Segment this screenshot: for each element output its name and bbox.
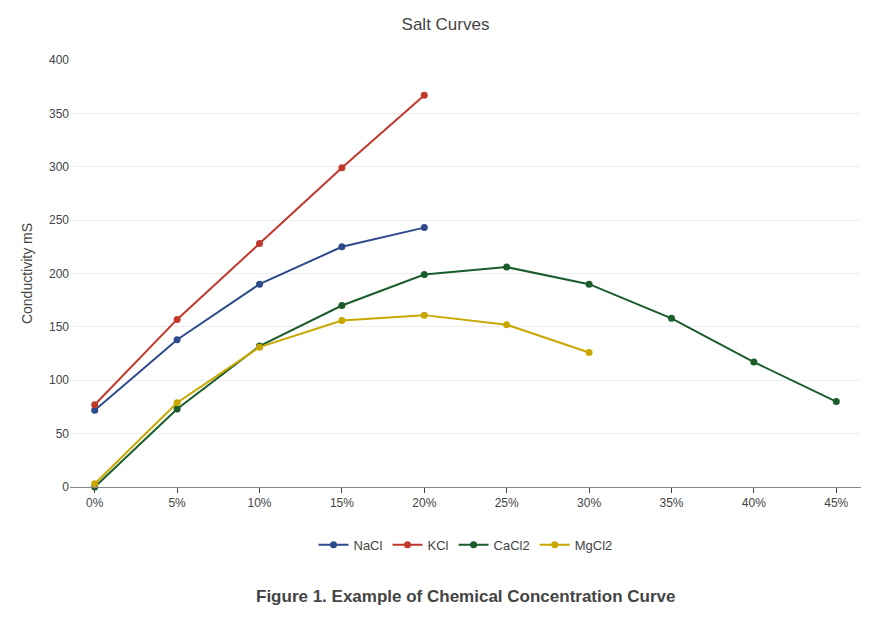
svg-text:10%: 10% bbox=[247, 496, 271, 510]
svg-text:20%: 20% bbox=[412, 496, 436, 510]
svg-text:250: 250 bbox=[49, 213, 69, 227]
svg-text:30%: 30% bbox=[577, 496, 601, 510]
svg-text:200: 200 bbox=[49, 267, 69, 281]
svg-text:MgCl2: MgCl2 bbox=[575, 538, 613, 553]
svg-text:KCl: KCl bbox=[428, 538, 449, 553]
svg-text:400: 400 bbox=[49, 53, 69, 67]
svg-text:Figure 1. Example of Chemical: Figure 1. Example of Chemical Concentrat… bbox=[256, 587, 675, 606]
svg-text:45%: 45% bbox=[824, 496, 848, 510]
svg-text:NaCl: NaCl bbox=[354, 538, 383, 553]
svg-text:50: 50 bbox=[56, 427, 70, 441]
svg-text:300: 300 bbox=[49, 160, 69, 174]
svg-text:Salt Curves: Salt Curves bbox=[402, 15, 490, 34]
svg-text:25%: 25% bbox=[495, 496, 519, 510]
svg-text:150: 150 bbox=[49, 320, 69, 334]
svg-text:5%: 5% bbox=[168, 496, 186, 510]
svg-text:15%: 15% bbox=[330, 496, 354, 510]
svg-text:100: 100 bbox=[49, 373, 69, 387]
svg-text:Conductivity mS: Conductivity mS bbox=[19, 223, 35, 324]
svg-text:350: 350 bbox=[49, 107, 69, 121]
svg-text:35%: 35% bbox=[659, 496, 683, 510]
svg-text:0%: 0% bbox=[86, 496, 104, 510]
svg-text:40%: 40% bbox=[742, 496, 766, 510]
svg-text:0: 0 bbox=[62, 480, 69, 494]
svg-text:CaCl2: CaCl2 bbox=[494, 538, 530, 553]
